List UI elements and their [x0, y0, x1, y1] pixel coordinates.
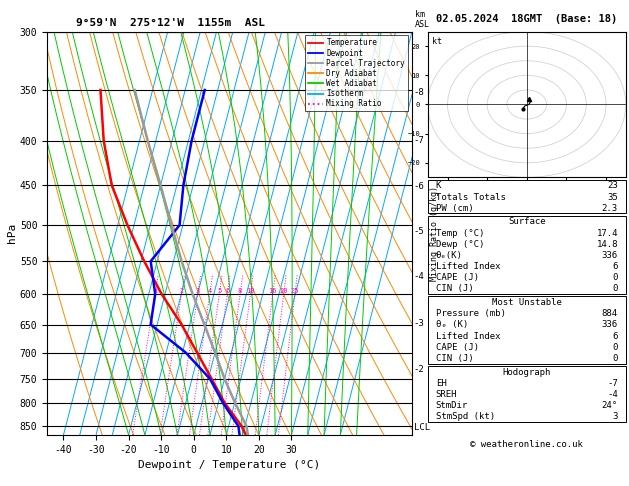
- Text: Hodograph: Hodograph: [503, 367, 551, 377]
- Text: 3: 3: [196, 288, 200, 295]
- Text: kt: kt: [431, 37, 442, 47]
- Text: 25: 25: [291, 288, 299, 295]
- Text: StmDir: StmDir: [436, 401, 468, 410]
- X-axis label: Dewpoint / Temperature (°C): Dewpoint / Temperature (°C): [138, 460, 321, 470]
- Text: 35: 35: [607, 192, 618, 202]
- Text: -6: -6: [414, 182, 425, 191]
- Text: θₑ (K): θₑ (K): [436, 320, 468, 330]
- Text: -8: -8: [414, 87, 425, 97]
- Text: θₑ(K): θₑ(K): [436, 251, 462, 260]
- Text: Totals Totals: Totals Totals: [436, 192, 506, 202]
- Text: 16: 16: [269, 288, 277, 295]
- Text: 24°: 24°: [602, 401, 618, 410]
- Text: CIN (J): CIN (J): [436, 284, 473, 294]
- Text: Lifted Index: Lifted Index: [436, 331, 500, 341]
- Text: 0: 0: [613, 354, 618, 363]
- Text: 5: 5: [217, 288, 221, 295]
- Text: Surface: Surface: [508, 217, 545, 226]
- Text: CIN (J): CIN (J): [436, 354, 473, 363]
- Text: 3: 3: [613, 412, 618, 421]
- Text: 1: 1: [153, 288, 157, 295]
- Text: -7: -7: [607, 379, 618, 388]
- Text: 0: 0: [613, 273, 618, 282]
- Text: 336: 336: [602, 320, 618, 330]
- Text: 9°59'N  275°12'W  1155m  ASL: 9°59'N 275°12'W 1155m ASL: [76, 18, 265, 28]
- Text: Mixing Ratio (g/kg): Mixing Ratio (g/kg): [430, 186, 438, 281]
- Text: 0: 0: [613, 284, 618, 294]
- Text: 14.8: 14.8: [596, 240, 618, 249]
- Text: 884: 884: [602, 309, 618, 318]
- Text: 17.4: 17.4: [596, 228, 618, 238]
- Text: EH: EH: [436, 379, 447, 388]
- Text: StmSpd (kt): StmSpd (kt): [436, 412, 495, 421]
- Text: km
ASL: km ASL: [415, 10, 430, 29]
- Text: Most Unstable: Most Unstable: [492, 298, 562, 307]
- Text: Lifted Index: Lifted Index: [436, 262, 500, 271]
- Text: 4: 4: [208, 288, 212, 295]
- Text: 2: 2: [179, 288, 184, 295]
- Text: -3: -3: [414, 319, 425, 328]
- Text: 336: 336: [602, 251, 618, 260]
- Text: K: K: [436, 181, 441, 191]
- Text: Temp (°C): Temp (°C): [436, 228, 484, 238]
- Text: 10: 10: [246, 288, 255, 295]
- Text: 6: 6: [613, 262, 618, 271]
- Text: Dewp (°C): Dewp (°C): [436, 240, 484, 249]
- Text: -4: -4: [414, 272, 425, 280]
- Legend: Temperature, Dewpoint, Parcel Trajectory, Dry Adiabat, Wet Adiabat, Isotherm, Mi: Temperature, Dewpoint, Parcel Trajectory…: [305, 35, 408, 111]
- Text: Pressure (mb): Pressure (mb): [436, 309, 506, 318]
- Text: 20: 20: [279, 288, 288, 295]
- Text: CAPE (J): CAPE (J): [436, 273, 479, 282]
- Text: -2: -2: [414, 365, 425, 374]
- Text: © weatheronline.co.uk: © weatheronline.co.uk: [470, 440, 583, 449]
- Text: 2.3: 2.3: [602, 204, 618, 213]
- Y-axis label: hPa: hPa: [7, 223, 17, 243]
- Text: -5: -5: [414, 226, 425, 236]
- Text: 6: 6: [613, 331, 618, 341]
- Text: SREH: SREH: [436, 390, 457, 399]
- Text: 8: 8: [238, 288, 242, 295]
- Text: 6: 6: [225, 288, 230, 295]
- Text: -7: -7: [414, 136, 425, 145]
- Text: -4: -4: [607, 390, 618, 399]
- Text: LCL: LCL: [414, 422, 430, 432]
- Text: 23: 23: [607, 181, 618, 191]
- Text: CAPE (J): CAPE (J): [436, 343, 479, 352]
- Text: 02.05.2024  18GMT  (Base: 18): 02.05.2024 18GMT (Base: 18): [436, 14, 618, 24]
- Text: PW (cm): PW (cm): [436, 204, 473, 213]
- Text: 0: 0: [613, 343, 618, 352]
